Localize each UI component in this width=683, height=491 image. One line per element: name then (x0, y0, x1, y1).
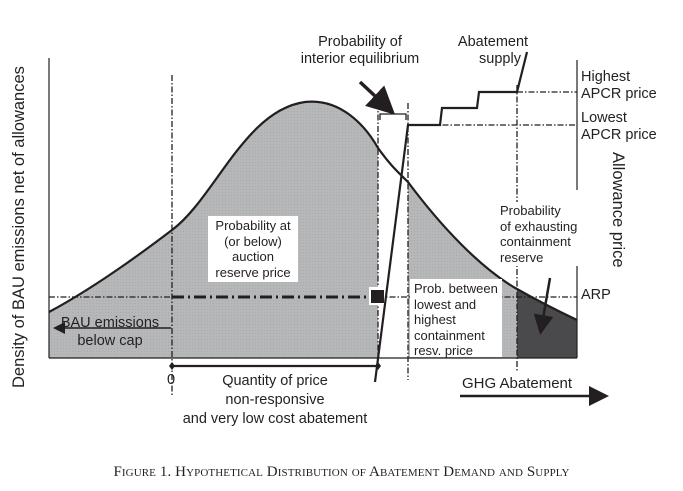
highest-apcr-label: Highest APCR price (581, 69, 657, 103)
prob-between-apcr-label: Prob. between lowest and highest contain… (410, 279, 502, 358)
label-line: Probability (500, 203, 561, 218)
label-line: containment (500, 234, 571, 249)
label-line: Probability at (215, 218, 291, 233)
prob-at-below-arp-label: Probability at (or below) auction reserv… (208, 216, 298, 282)
label-line: Probability of (318, 34, 402, 50)
label-line: highest (414, 312, 456, 327)
left-axis-label: Density of BAU emissions net of allowanc… (10, 66, 28, 388)
label-line: APCR price (581, 86, 657, 102)
label-line: auction (232, 249, 274, 264)
label-line: reserve price (215, 264, 291, 280)
zero-label: 0 (167, 372, 176, 388)
label-line: containment (414, 327, 485, 343)
exhausting-reserve-arrow (533, 277, 554, 335)
interior-equilibrium-arrow (358, 80, 396, 115)
label-line: APCR price (581, 127, 657, 143)
label-line: (or below) (224, 233, 282, 249)
lowest-apcr-label: Lowest APCR price (581, 110, 657, 144)
label-line: Prob. between (414, 281, 498, 296)
label-line: interior equilibrium (300, 51, 420, 67)
label-line: BAU emissions (60, 315, 160, 331)
label-line: below cap (77, 333, 143, 349)
abatement-supply-label: Abatement supply (448, 34, 538, 68)
density-curve (48, 100, 578, 321)
label-line: reserve (500, 249, 544, 265)
label-line: Lowest (581, 110, 627, 126)
label-line: of exhausting (500, 218, 578, 234)
label-line: Abatement (457, 34, 529, 50)
nonresponsive-quantity-label: Quantity of price non-responsive and ver… (160, 372, 390, 429)
label-line: Highest (581, 69, 631, 85)
abatement-supply-curve (373, 51, 529, 383)
prob-exhausting-reserve-label: Probability of exhausting containment re… (498, 202, 580, 266)
label-line: non-responsive (225, 392, 325, 408)
label-line: lowest and (414, 296, 477, 312)
arp-equilibrium-square (371, 290, 384, 303)
x-axis-label: GHG Abatement (462, 375, 573, 392)
bau-below-cap-label: BAU emissions below cap (52, 314, 168, 350)
label-line: and very low cost abatement (182, 411, 368, 427)
interior-equilibrium-bracket (379, 113, 407, 120)
label-line: resv. price (414, 343, 473, 358)
label-line: Quantity of price (222, 373, 328, 389)
figure-caption: Figure 1. Hypothetical Distribution of A… (113, 464, 570, 480)
label-line: supply (479, 51, 521, 67)
interior-equilibrium-label: Probability of interior equilibrium (290, 34, 430, 68)
arp-label: ARP (581, 287, 611, 303)
right-axis-label: Allowance price (609, 152, 627, 268)
